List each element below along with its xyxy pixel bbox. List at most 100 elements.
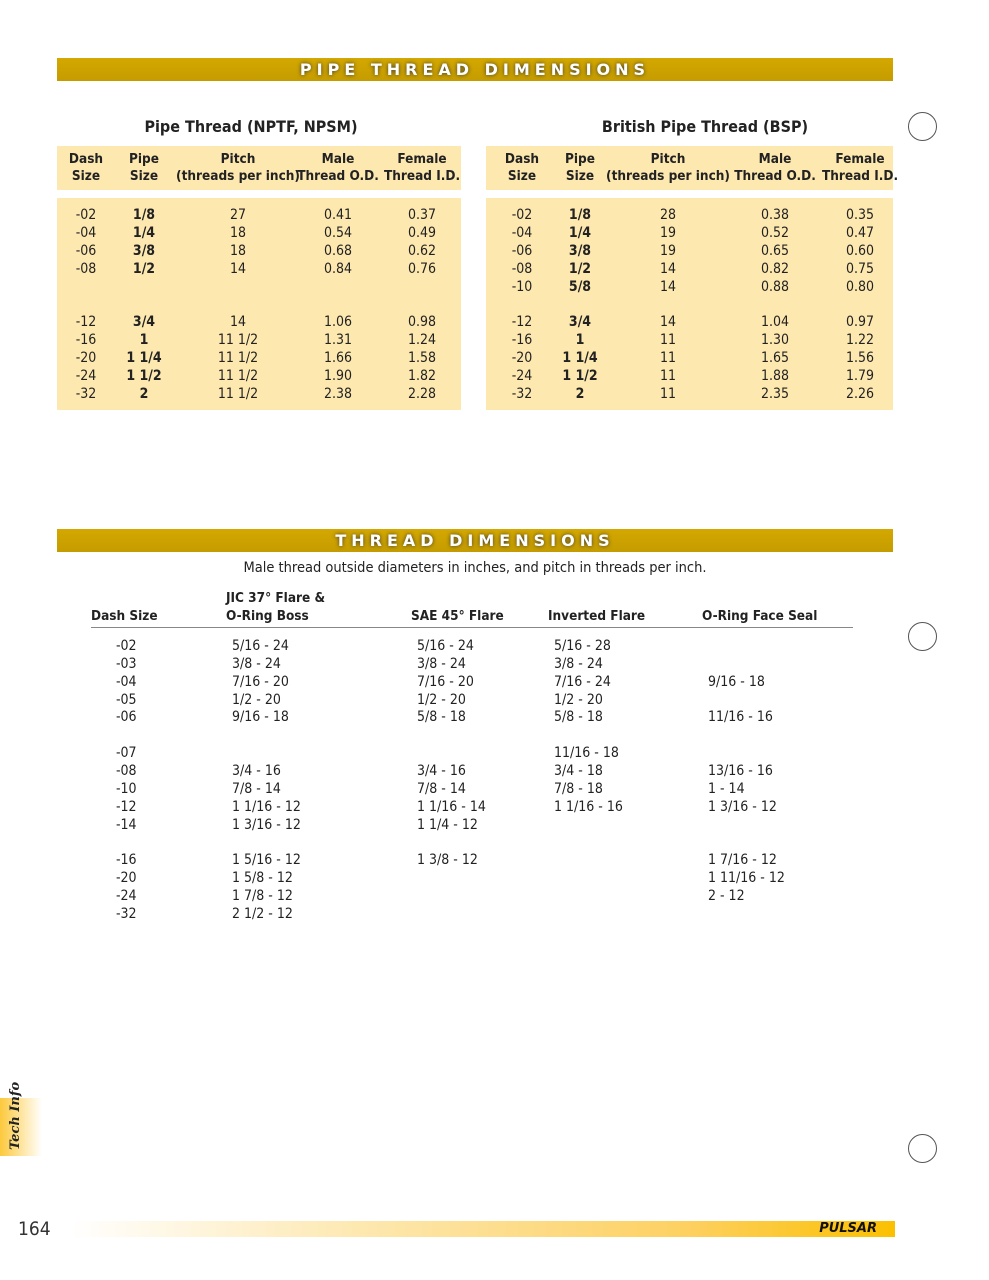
table-cell: 19 [659,242,677,259]
table-cell: 1 1/16 - 12 [232,798,301,815]
table-cell: -16 [75,332,97,349]
table-cell: -04 [511,224,533,241]
table-cell: 1 [575,332,585,349]
table-cell: 3/8 [132,242,156,259]
table-cell: 0.38 [760,207,790,223]
table-cell: 1 7/16 - 12 [708,852,777,869]
binder-hole [908,112,937,141]
table-cell: -14 [116,816,137,833]
table-cell: 11 [659,386,677,402]
table-cell: 1.79 [845,368,875,385]
table-cell: 28 [659,207,677,223]
table-cell: 2.26 [845,386,875,402]
table-cell: 14 [229,314,247,331]
table-cell: 1/4 [132,224,156,241]
column-header: O-Ring Boss [226,608,309,624]
column-header: Pitch [650,151,686,167]
column-header: (threads per inch) [606,168,730,184]
table-cell: 0.62 [407,242,437,259]
table-cell: 1/2 - 20 [232,691,281,708]
column-header: Female [397,151,447,167]
column-header: Dash [504,151,540,167]
column-header: Size [71,168,101,184]
table-cell: -02 [75,207,97,223]
table-cell: -06 [116,709,137,726]
table-cell: 0.76 [407,260,437,277]
table-cell: 7/16 - 20 [232,673,289,690]
column-header: Thread I.D. [821,168,899,184]
table-cell: 11 [659,332,677,349]
table-cell: 13/16 - 16 [708,762,773,779]
table-cell: 14 [659,278,677,295]
table-cell: 5/16 - 28 [554,638,611,654]
thread-subtitle: Male thread outside diameters in inches,… [243,560,707,576]
table-cell: -32 [75,386,97,402]
table-cell: 9/16 - 18 [708,673,765,690]
table-cell: -08 [75,260,97,277]
table-cell: 1 11/16 - 12 [708,870,785,887]
table-cell: 1 3/16 - 12 [232,816,301,833]
table-cell: 5/8 [568,278,592,295]
table-cell: 7/8 - 14 [232,780,281,797]
table-cell: 1 3/16 - 12 [708,798,777,815]
table-cell: 11 1/2 [217,368,259,385]
table-cell: 0.52 [760,224,790,241]
column-header: Inverted Flare [548,608,646,624]
table-cell: 2.35 [760,386,790,402]
npt-table-title: Pipe Thread (NPTF, NPSM) [144,117,358,136]
binder-hole [908,622,937,651]
table-cell: -24 [75,368,97,385]
table-cell: 7/8 - 18 [554,780,603,797]
column-header: Pipe [565,151,595,167]
binder-hole [908,1134,937,1163]
table-cell: -07 [116,745,137,762]
table-cell: 7/16 - 24 [554,673,611,690]
table-cell: -04 [116,673,137,690]
table-cell: 1.56 [845,350,875,367]
table-cell: 1/2 - 20 [417,691,466,708]
table-cell: 0.41 [323,207,353,223]
table-cell: 2.28 [407,386,437,402]
table-cell: 9/16 - 18 [232,709,289,726]
table-cell: 14 [659,260,677,277]
table-cell: 1/4 [568,224,592,241]
table-cell: 11/16 - 18 [554,745,619,762]
bsp-table-title: British Pipe Thread (BSP) [601,117,809,136]
table-cell: 2 [575,386,585,402]
table-cell: 1 1/2 [126,368,162,385]
table-cell: -06 [75,242,97,259]
table-cell: 1 1/4 - 12 [417,816,478,833]
table-cell: 3/4 [568,314,592,331]
table-cell: 11 1/2 [217,350,259,367]
table-cell: 3/4 [132,314,156,331]
table-cell: 1 1/4 [126,350,162,367]
table-cell: 11/16 - 16 [708,709,773,726]
table-cell: 3/8 - 24 [232,655,281,672]
banner-title: THREAD DIMENSIONS [335,531,615,550]
column-header: Size [565,168,595,184]
column-header: Size [129,168,159,184]
table-cell: 3/4 - 16 [232,762,281,779]
bsp-body-bg [486,198,893,410]
table-cell: -08 [511,260,533,277]
table-cell: 0.47 [845,224,875,241]
column-header: Pipe [129,151,159,167]
table-cell: 0.35 [845,207,875,223]
tech-info-tab[interactable]: Tech Info [0,1082,42,1156]
column-header: Thread I.D. [383,168,461,184]
table-cell: 5/8 - 18 [554,709,603,726]
table-cell: 7/16 - 20 [417,673,474,690]
table-cell: 5/8 - 18 [417,709,466,726]
table-cell: -24 [511,368,533,385]
column-header: JIC 37° Flare & [226,590,326,606]
table-cell: 1 7/8 - 12 [232,887,293,904]
table-cell: 1 [139,332,149,349]
table-cell: 0.75 [845,260,875,277]
table-cell: -10 [511,278,533,295]
table-cell: 1 5/8 - 12 [232,870,293,887]
table-cell: 1 1/16 - 14 [417,798,486,815]
header-rule [91,627,853,628]
table-cell: -12 [511,314,533,331]
table-cell: 14 [659,314,677,331]
table-cell: -32 [116,905,137,922]
